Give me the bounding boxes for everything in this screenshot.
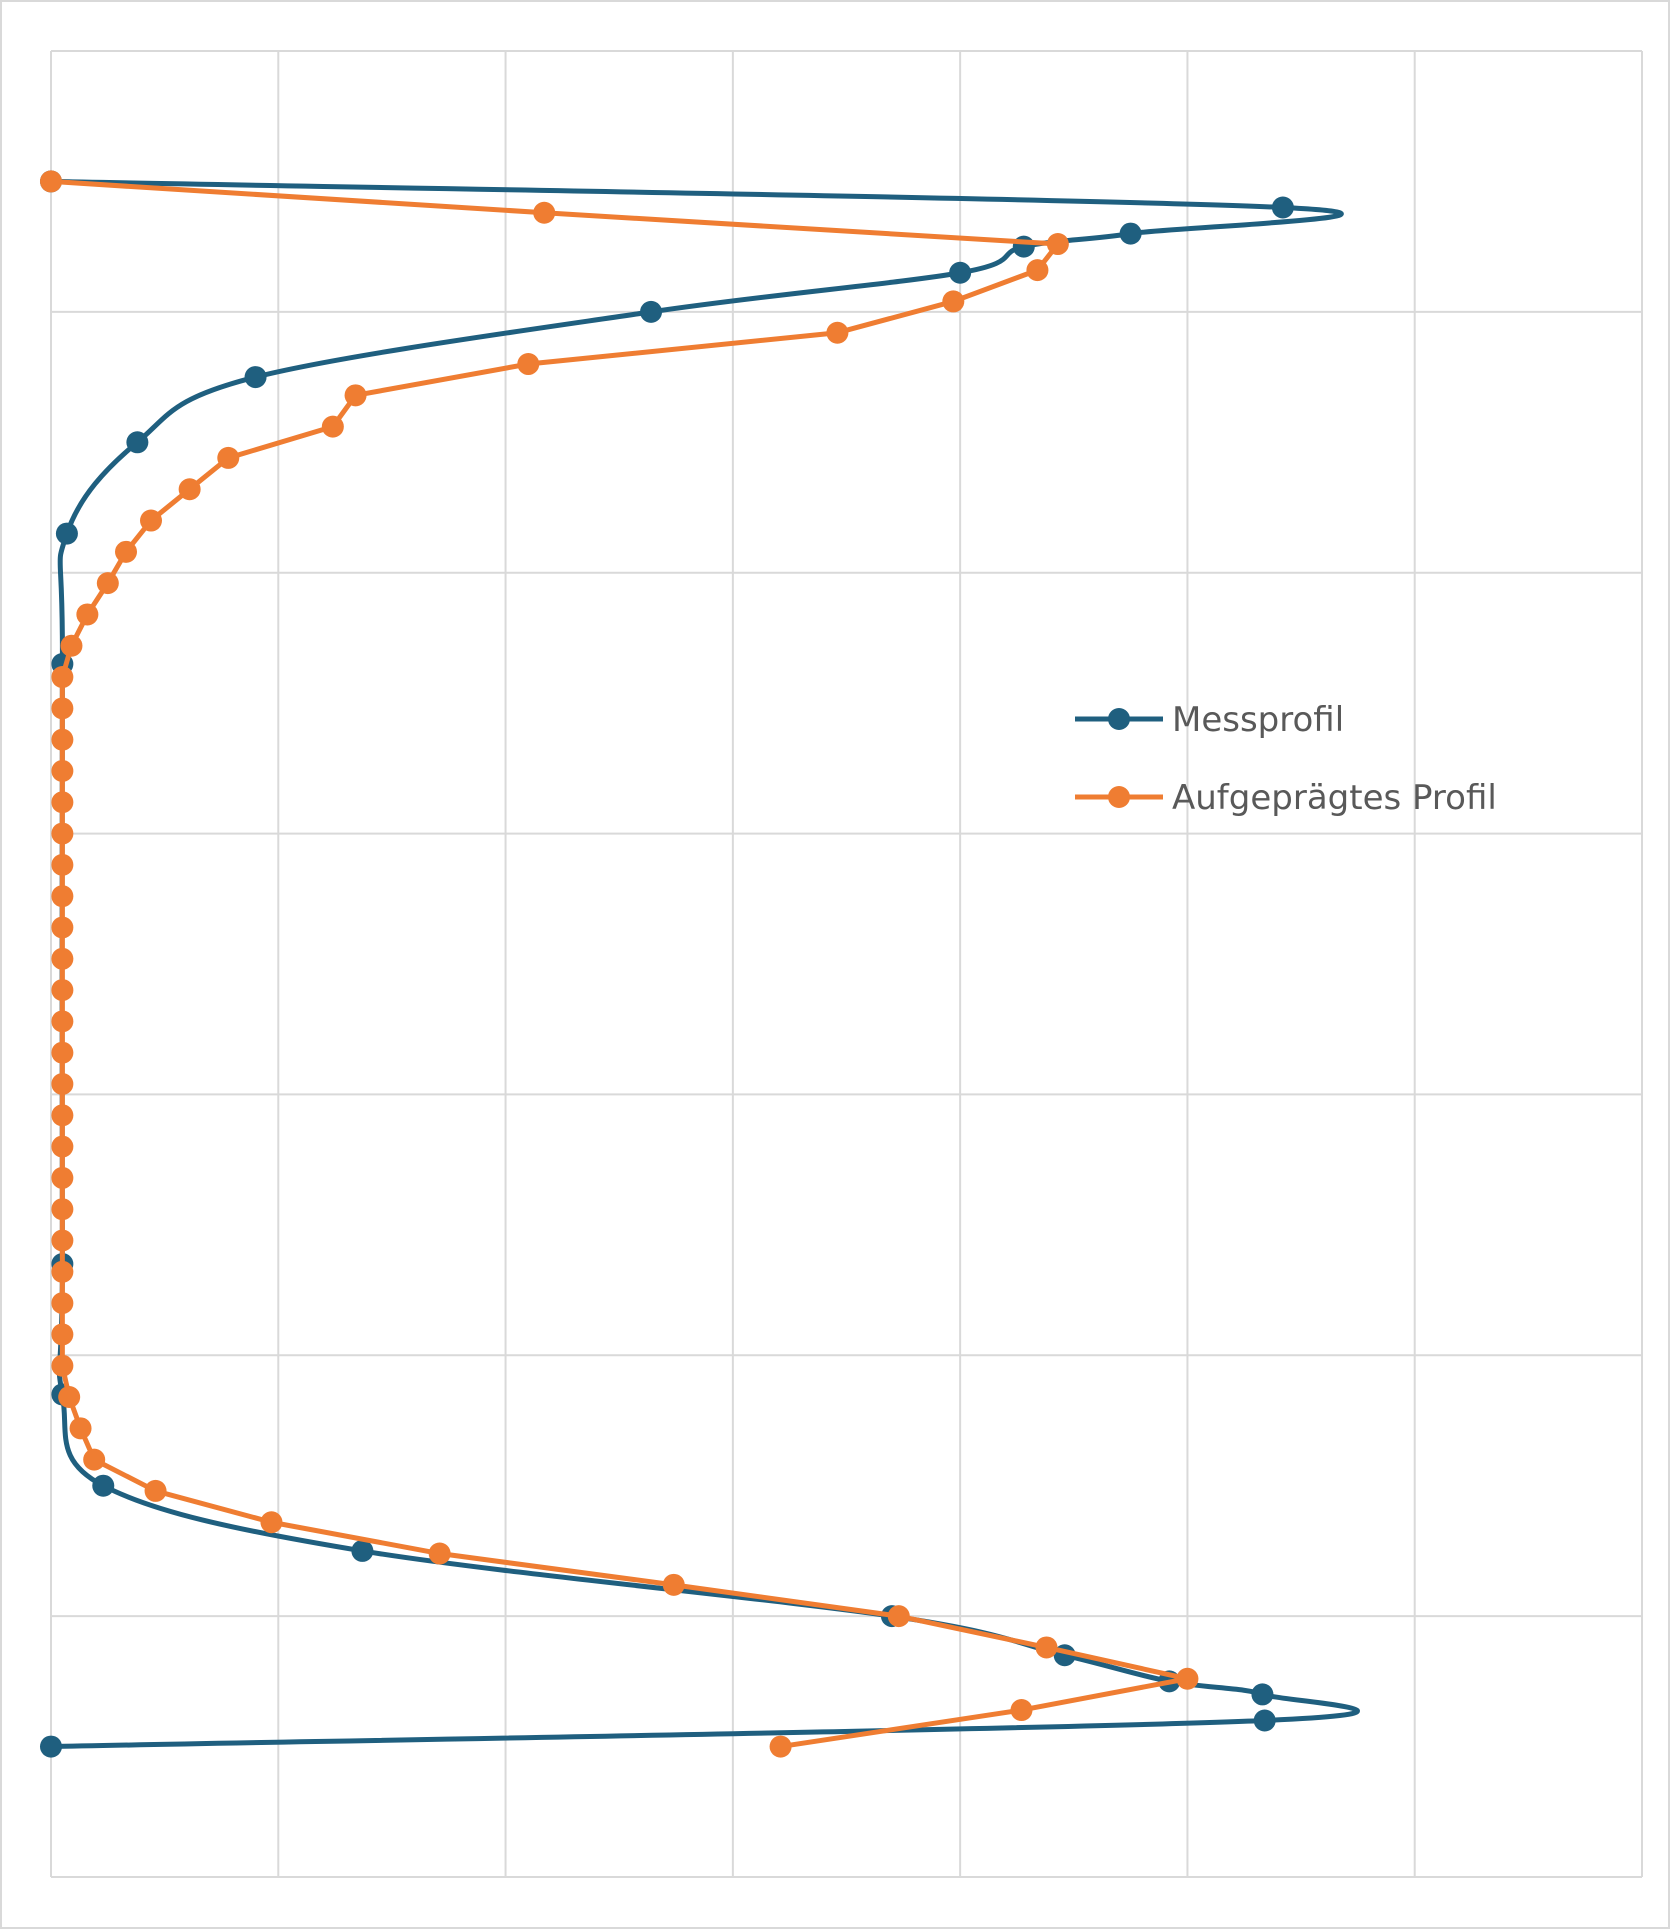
data-point-aufgepr-gtes-profil-3 [1026,259,1049,282]
data-point-aufgepr-gtes-profil-27 [51,1010,74,1033]
data-point-aufgepr-gtes-profil-45 [662,1573,685,1596]
data-point-aufgepr-gtes-profil-18 [51,728,74,751]
data-point-aufgepr-gtes-profil-32 [51,1166,74,1189]
legend-label-messprofil: Messprofil [1172,700,1344,740]
data-point-aufgepr-gtes-profil-24 [51,916,74,939]
data-point-messprofil-19 [40,1735,62,1758]
data-point-aufgepr-gtes-profil-43 [260,1511,283,1534]
data-point-aufgepr-gtes-profil-17 [51,697,74,720]
data-point-aufgepr-gtes-profil-28 [51,1041,74,1064]
data-point-aufgepr-gtes-profil-8 [321,415,344,438]
data-point-aufgepr-gtes-profil-44 [428,1542,451,1565]
data-point-aufgepr-gtes-profil-33 [51,1198,74,1221]
series-aufgepr-gtes-profil [40,170,1199,1758]
data-point-aufgepr-gtes-profil-21 [51,822,74,845]
data-point-aufgepr-gtes-profil-22 [51,853,74,876]
data-point-aufgepr-gtes-profil-10 [178,478,201,501]
data-point-aufgepr-gtes-profil-34 [51,1229,74,1252]
data-point-messprofil-17 [1251,1683,1274,1706]
data-point-aufgepr-gtes-profil-48 [1176,1667,1199,1690]
legend-item-aufgepraegtes-profil: Aufgeprägtes Profil [1075,778,1497,818]
data-point-aufgepr-gtes-profil-4 [942,290,965,313]
gridlines [50,50,1643,1878]
data-point-messprofil-2 [1119,222,1142,245]
data-point-messprofil-8 [55,522,78,545]
data-point-aufgepr-gtes-profil-25 [51,947,74,970]
data-point-aufgepr-gtes-profil-6 [517,353,540,376]
data-point-aufgepr-gtes-profil-42 [144,1479,167,1502]
legend-marker-messprofil [1108,708,1130,730]
data-point-messprofil-13 [351,1539,374,1562]
data-point-aufgepr-gtes-profil-9 [217,446,240,469]
data-point-aufgepr-gtes-profil-37 [51,1323,74,1346]
legend-label-aufgepraegtes-profil: Aufgeprägtes Profil [1172,778,1497,818]
data-point-aufgepr-gtes-profil-39 [58,1386,81,1409]
data-point-aufgepr-gtes-profil-41 [83,1448,106,1471]
data-point-aufgepr-gtes-profil-47 [1035,1636,1058,1659]
plot-area [40,170,1360,1758]
data-point-aufgepr-gtes-profil-19 [51,759,74,782]
data-point-aufgepr-gtes-profil-0 [40,170,62,193]
data-point-aufgepr-gtes-profil-29 [51,1072,74,1095]
data-point-aufgepr-gtes-profil-38 [51,1354,74,1377]
data-point-aufgepr-gtes-profil-12 [115,540,138,563]
data-point-messprofil-7 [126,431,149,454]
data-point-messprofil-3 [1012,235,1035,258]
data-point-aufgepr-gtes-profil-1 [533,201,556,224]
data-point-messprofil-4 [949,261,972,284]
legend-item-messprofil: Messprofil [1075,700,1344,740]
data-point-aufgepr-gtes-profil-15 [60,634,83,657]
data-point-aufgepr-gtes-profil-11 [140,509,163,532]
data-point-messprofil-18 [1253,1709,1276,1732]
data-point-aufgepr-gtes-profil-46 [887,1605,910,1628]
data-point-aufgepr-gtes-profil-35 [51,1260,74,1283]
data-point-messprofil-5 [640,300,663,323]
data-point-aufgepr-gtes-profil-49 [1010,1699,1033,1722]
legend-marker-aufgepraegtes-profil [1108,786,1130,808]
data-point-aufgepr-gtes-profil-5 [826,321,849,344]
data-point-aufgepr-gtes-profil-50 [769,1735,792,1758]
data-point-aufgepr-gtes-profil-31 [51,1135,74,1158]
data-point-messprofil-6 [244,366,267,389]
data-point-aufgepr-gtes-profil-30 [51,1104,74,1127]
data-point-aufgepr-gtes-profil-20 [51,791,74,814]
data-point-aufgepr-gtes-profil-7 [344,384,367,407]
data-point-messprofil-1 [1271,196,1294,219]
data-point-aufgepr-gtes-profil-2 [1046,233,1069,256]
data-point-aufgepr-gtes-profil-13 [96,572,119,595]
legend: Messprofil Aufgeprägtes Profil [1075,700,1497,818]
data-point-aufgepr-gtes-profil-14 [76,603,99,626]
data-point-aufgepr-gtes-profil-36 [51,1292,74,1315]
data-point-aufgepr-gtes-profil-26 [51,979,74,1002]
data-point-aufgepr-gtes-profil-23 [51,885,74,908]
data-point-aufgepr-gtes-profil-40 [69,1417,92,1440]
data-point-aufgepr-gtes-profil-16 [51,666,74,689]
data-point-messprofil-12 [92,1474,115,1497]
